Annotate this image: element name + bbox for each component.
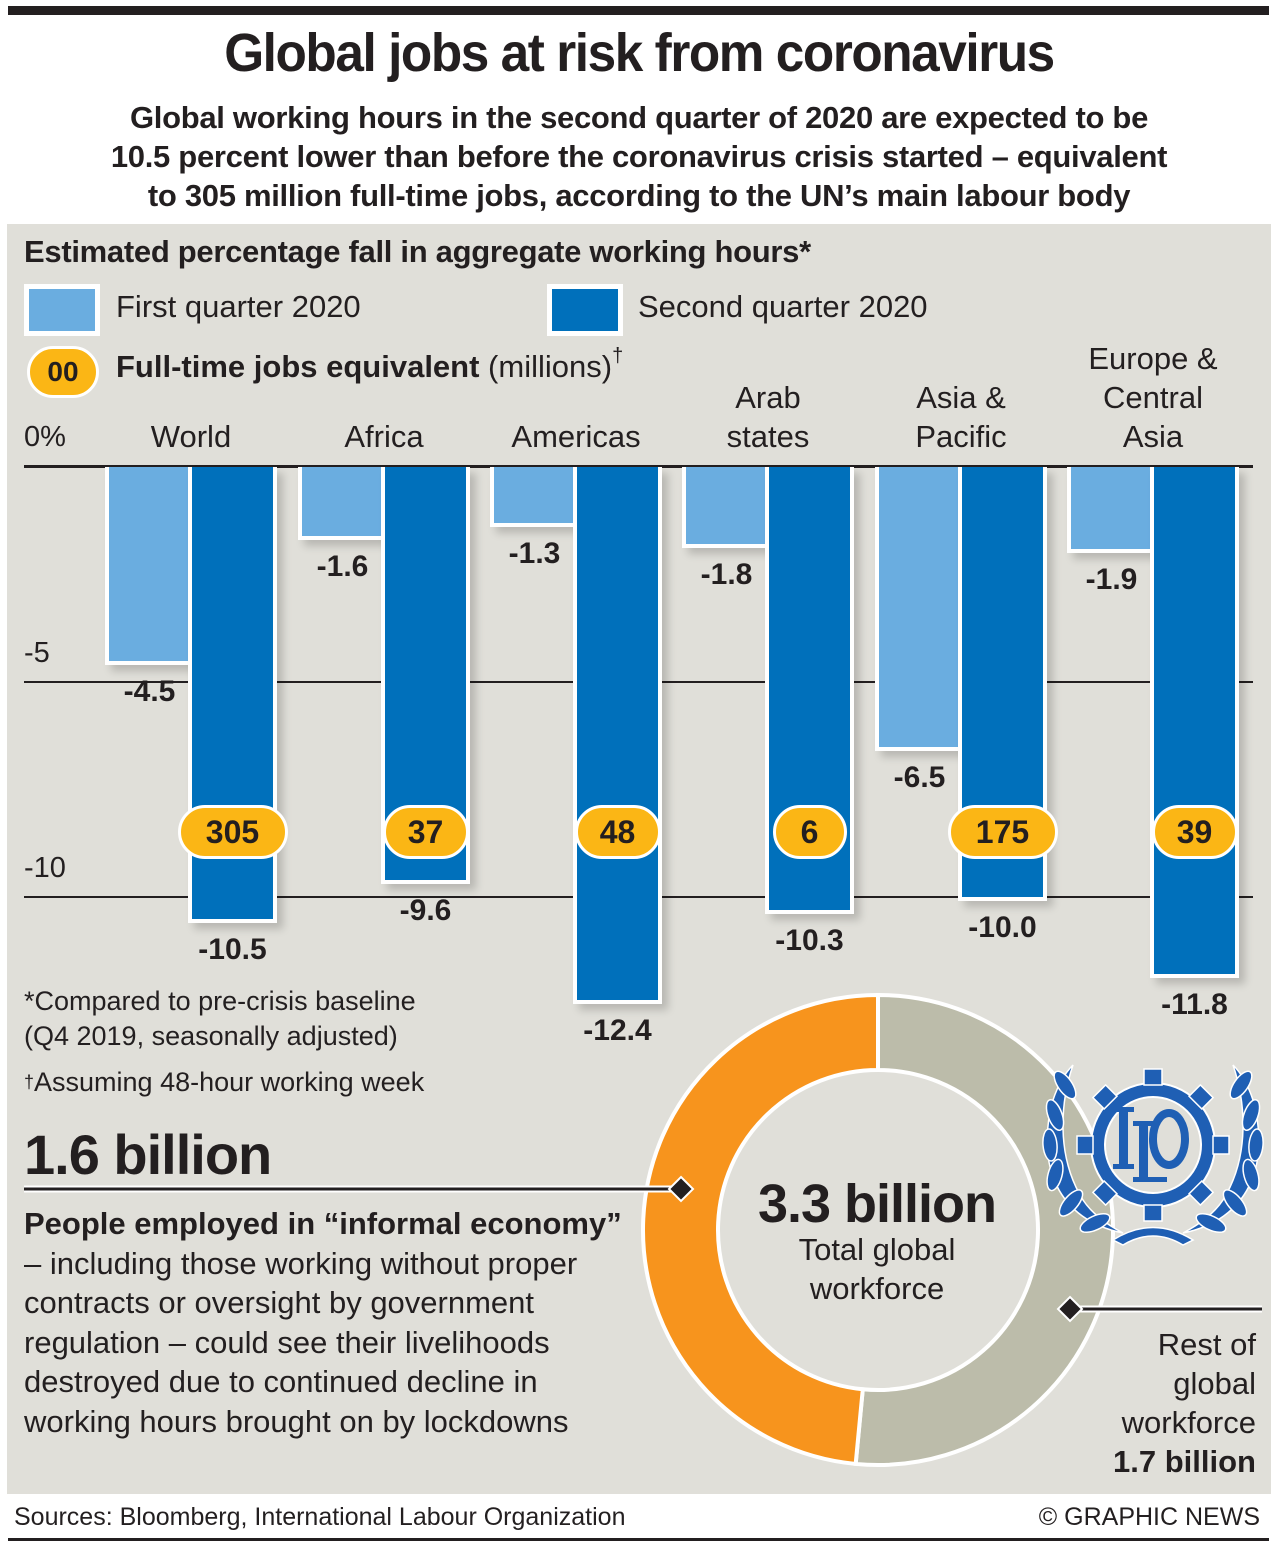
bar-first-quarter [105,467,194,665]
ilo-logo [1042,1064,1264,1246]
bar-first-quarter [875,467,964,751]
credit: © GRAPHIC NEWS [1038,1503,1260,1531]
chart-title: Estimated percentage fall in aggregate w… [24,234,811,269]
informal-economy-text: – including those working without proper… [24,1245,578,1439]
region-label-line: Pacific [915,419,1007,454]
value-label-second-quarter: -12.4 [583,1014,652,1048]
footnote-baseline: *Compared to pre-crisis baseline (Q4 201… [24,984,416,1054]
footnote-working-week: †Assuming 48-hour working week [24,1065,424,1100]
total-workforce-value: 3.3 billion [757,1174,997,1234]
dagger-mark: † [24,1072,35,1092]
legend-label-jobs: Full-time jobs equivalent (millions)† [116,345,623,385]
donut-slice-informal [641,992,880,1467]
value-label-first-quarter: -1.9 [1085,562,1138,596]
region-label-line: Asia & [916,380,1006,415]
value-label-second-quarter: -9.6 [399,893,452,927]
value-label-first-quarter: -6.5 [893,760,946,794]
subtitle-line: Global working hours in the second quart… [129,100,1149,135]
informal-economy-heading: People employed in “informal economy” [24,1206,622,1241]
ilo-letters [1113,1107,1189,1182]
region-label-line: Central [1103,380,1203,415]
jobs-badge: 6 [772,805,847,859]
total-workforce-label: Total global workforce [727,1230,1027,1308]
bar-first-quarter [298,467,387,540]
region-label-line: Africa [344,419,424,454]
rest-of-workforce-label: Rest of global workforce 1.7 billion [1113,1325,1256,1481]
informal-economy-figure: 1.6 billion [24,1123,272,1186]
legend-label-first-quarter: First quarter 2020 [116,289,361,324]
legend-label-jobs-unit: (millions) [479,349,613,384]
top-rule [8,6,1269,15]
laurel-icon [1042,1064,1264,1246]
total-workforce-label-line: Total global [798,1232,956,1267]
region-label-line: Americas [511,419,641,454]
region-label-line: Asia [1122,419,1184,454]
y-tick-label: 0% [24,421,66,453]
region-label-line: Europe & [1088,341,1218,376]
footnote-line: (Q4 2019, seasonally adjusted) [24,1021,398,1051]
bar-second-quarter [573,467,662,1005]
bar-first-quarter [682,467,771,549]
region-label: Africa [284,417,484,456]
subtitle-line: 10.5 percent lower than before the coron… [110,139,1168,174]
bar-second-quarter [1150,467,1239,979]
legend-swatch-second-quarter [547,284,623,336]
region-label: Americas [476,417,676,456]
value-label-second-quarter: -10.3 [775,923,844,957]
jobs-badge: 175 [947,805,1058,859]
rest-label-line: global [1173,1366,1256,1401]
region-label-line: states [726,419,810,454]
jobs-badge: 305 [177,805,288,859]
informal-pointer-diamond [667,1175,695,1203]
legend-label-jobs-bold: Full-time jobs equivalent [116,349,480,384]
legend-swatch-first-quarter [24,284,100,336]
jobs-badge: 39 [1151,805,1238,859]
region-label: World [91,417,291,456]
sources: Sources: Bloomberg, International Labour… [14,1503,626,1531]
value-label-second-quarter: -11.8 [1161,988,1228,1022]
rest-of-workforce-figure: 1.7 billion [1113,1444,1256,1479]
value-label-first-quarter: -4.5 [123,674,176,708]
value-label-second-quarter: -10.5 [198,932,267,966]
rest-label-line: Rest of [1157,1327,1256,1362]
region-label: Arab states [668,378,868,456]
region-label: Europe & Central Asia [1053,339,1253,456]
rest-label-line: workforce [1121,1405,1256,1440]
jobs-badge: 37 [382,805,469,859]
value-label-first-quarter: -1.3 [508,536,561,570]
jobs-badge: 48 [574,805,661,859]
footnote-dagger-text: Assuming 48-hour working week [34,1067,425,1097]
footnote-line: *Compared to pre-crisis baseline [24,986,416,1016]
y-tick-label: -5 [24,637,50,669]
legend-jobs-badge: 00 [27,346,99,398]
subtitle-line: to 305 million full-time jobs, according… [147,178,1131,213]
region-label-line: World [150,419,232,454]
zero-line [24,465,1253,468]
region-label: Asia & Pacific [861,378,1061,456]
page-title: Global jobs at risk from coronavirus [224,23,1055,83]
legend-label-second-quarter: Second quarter 2020 [638,289,928,324]
dagger-mark: † [612,345,624,367]
value-label-second-quarter: -10.0 [968,911,1037,944]
value-label-first-quarter: -1.6 [316,549,369,583]
subtitle: Global working hours in the second quart… [0,98,1278,215]
bar-first-quarter [1067,467,1156,553]
bar-first-quarter [490,467,579,527]
rest-pointer-diamond [1056,1295,1084,1323]
informal-economy-description: People employed in “informal economy” – … [24,1204,644,1441]
bottom-rule [8,1538,1269,1541]
y-tick-label: -10 [24,852,66,884]
region-label-line: Arab [735,380,801,415]
value-label-first-quarter: -1.8 [700,558,753,592]
total-workforce-label-line: workforce [809,1271,945,1306]
